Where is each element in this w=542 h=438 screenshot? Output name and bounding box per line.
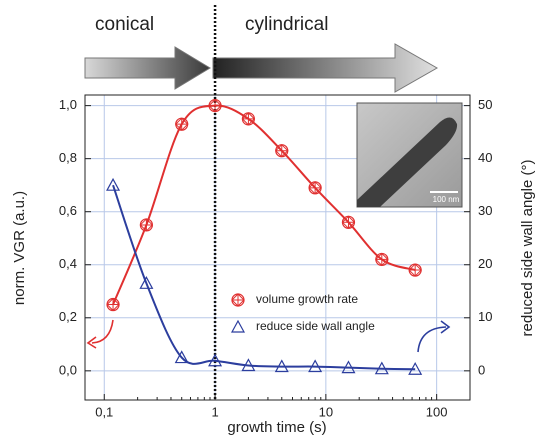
x-tick-label: 100 [426,404,448,419]
x-tick-label: 0,1 [95,404,113,419]
y2-tick-label: 0 [478,362,485,377]
annotation: conical [95,14,154,35]
legend-marker [232,321,244,332]
x-tick-label: 10 [319,404,333,419]
marker [376,253,388,265]
series-line [113,185,415,369]
y2-tick-label: 40 [478,150,492,165]
y2-tick-label: 30 [478,203,492,218]
marker [242,113,254,125]
y2-tick-label: 20 [478,256,492,271]
x-axis-title: growth time (s) [227,419,326,436]
marker [409,264,421,276]
inset-label: 100 nm [433,195,460,204]
y-tick-label: 0,0 [59,362,77,377]
y-tick-label: 0,8 [59,150,77,165]
marker-shape [107,179,119,190]
y2-tick-label: 50 [478,97,492,112]
y2-tick-label: 10 [478,309,492,324]
x-tick-label: 1 [211,404,218,419]
legend-label: volume growth rate [256,292,358,306]
annotation: cylindrical [245,14,328,35]
axis-arrow-right [418,327,446,352]
marker [176,118,188,130]
arrow-cylindrical [213,44,437,92]
chart: conical cylindrical growth time (s) norm… [0,0,542,438]
marker [342,216,354,228]
y-tick-label: 1,0 [59,97,77,112]
axis-arrow-left [92,320,113,343]
y-tick-label: 0,2 [59,309,77,324]
legend-label: reduce side wall angle [256,319,375,333]
y-tick-label: 0,6 [59,203,77,218]
y2-axis-title: reduced side wall angle (°) [519,160,536,337]
arrow-conical [85,47,210,89]
legend-marker [232,294,244,306]
marker [209,100,221,112]
marker-shape [232,321,244,332]
inset-image: 100 nm [357,103,462,207]
marker [309,182,321,194]
marker [107,179,119,190]
y-tick-label: 0,4 [59,256,77,271]
marker [140,219,152,231]
marker [107,299,119,311]
y-axis-title: norm. VGR (a.u.) [11,191,28,305]
marker [276,145,288,157]
